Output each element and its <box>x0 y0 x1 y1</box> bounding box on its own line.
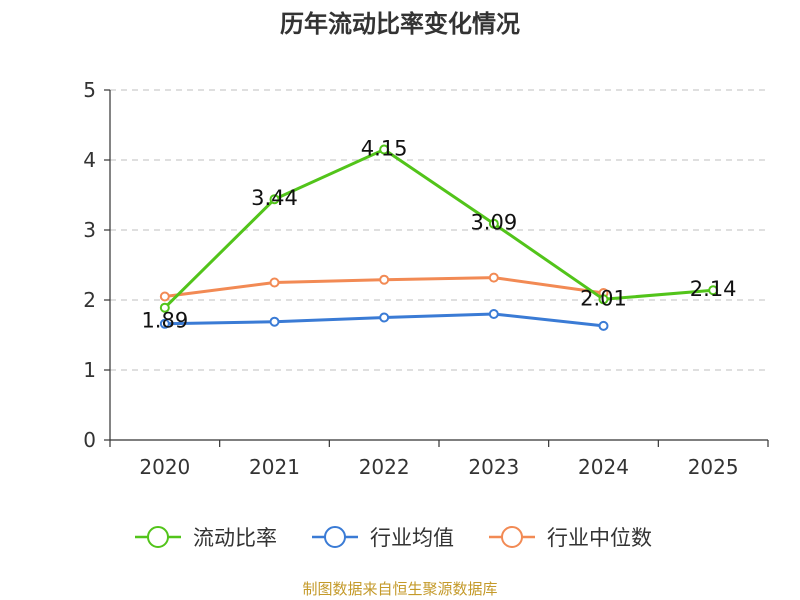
data-point <box>379 312 390 323</box>
data-point <box>488 272 499 283</box>
chart-title: 历年流动比率变化情况 <box>280 10 520 38</box>
legend-label: 行业中位数 <box>547 526 652 550</box>
data-label: 3.44 <box>251 186 298 210</box>
data-point <box>708 285 719 296</box>
data-point <box>598 294 609 305</box>
legend-label: 流动比率 <box>193 526 277 550</box>
data-point <box>269 277 280 288</box>
y-tick-label: 0 <box>83 428 96 452</box>
x-tick-label: 2025 <box>688 455 739 479</box>
y-tick-label: 1 <box>83 358 96 382</box>
data-point <box>598 320 609 331</box>
legend-marker <box>501 526 523 548</box>
series-line-0 <box>163 148 714 309</box>
x-tick-label: 2020 <box>139 455 190 479</box>
x-tick-label: 2024 <box>578 455 629 479</box>
data-point <box>159 302 170 313</box>
legend-marker <box>324 526 346 548</box>
y-tick-label: 2 <box>83 288 96 312</box>
data-label: 4.15 <box>361 137 408 161</box>
data-point <box>269 194 280 205</box>
data-point <box>488 218 499 229</box>
data-point <box>379 144 390 155</box>
x-tick-label: 2022 <box>359 455 410 479</box>
data-label: 3.09 <box>470 211 517 235</box>
data-point <box>159 318 170 329</box>
data-point <box>488 309 499 319</box>
y-tick-label: 5 <box>83 78 96 102</box>
source-note: 制图数据来自恒生聚源数据库 <box>302 580 498 598</box>
y-tick-label: 3 <box>83 218 96 242</box>
legend-marker <box>147 526 169 548</box>
data-point <box>159 291 170 302</box>
data-point <box>269 316 280 327</box>
data-label: 2.14 <box>690 277 737 301</box>
data-point <box>379 274 390 285</box>
x-tick-label: 2021 <box>249 455 300 479</box>
data-label: 2.01 <box>580 286 627 310</box>
legend-label: 行业均值 <box>370 526 454 550</box>
x-tick-label: 2023 <box>468 455 519 479</box>
y-tick-label: 4 <box>83 148 96 172</box>
data-label: 1.89 <box>141 309 188 333</box>
